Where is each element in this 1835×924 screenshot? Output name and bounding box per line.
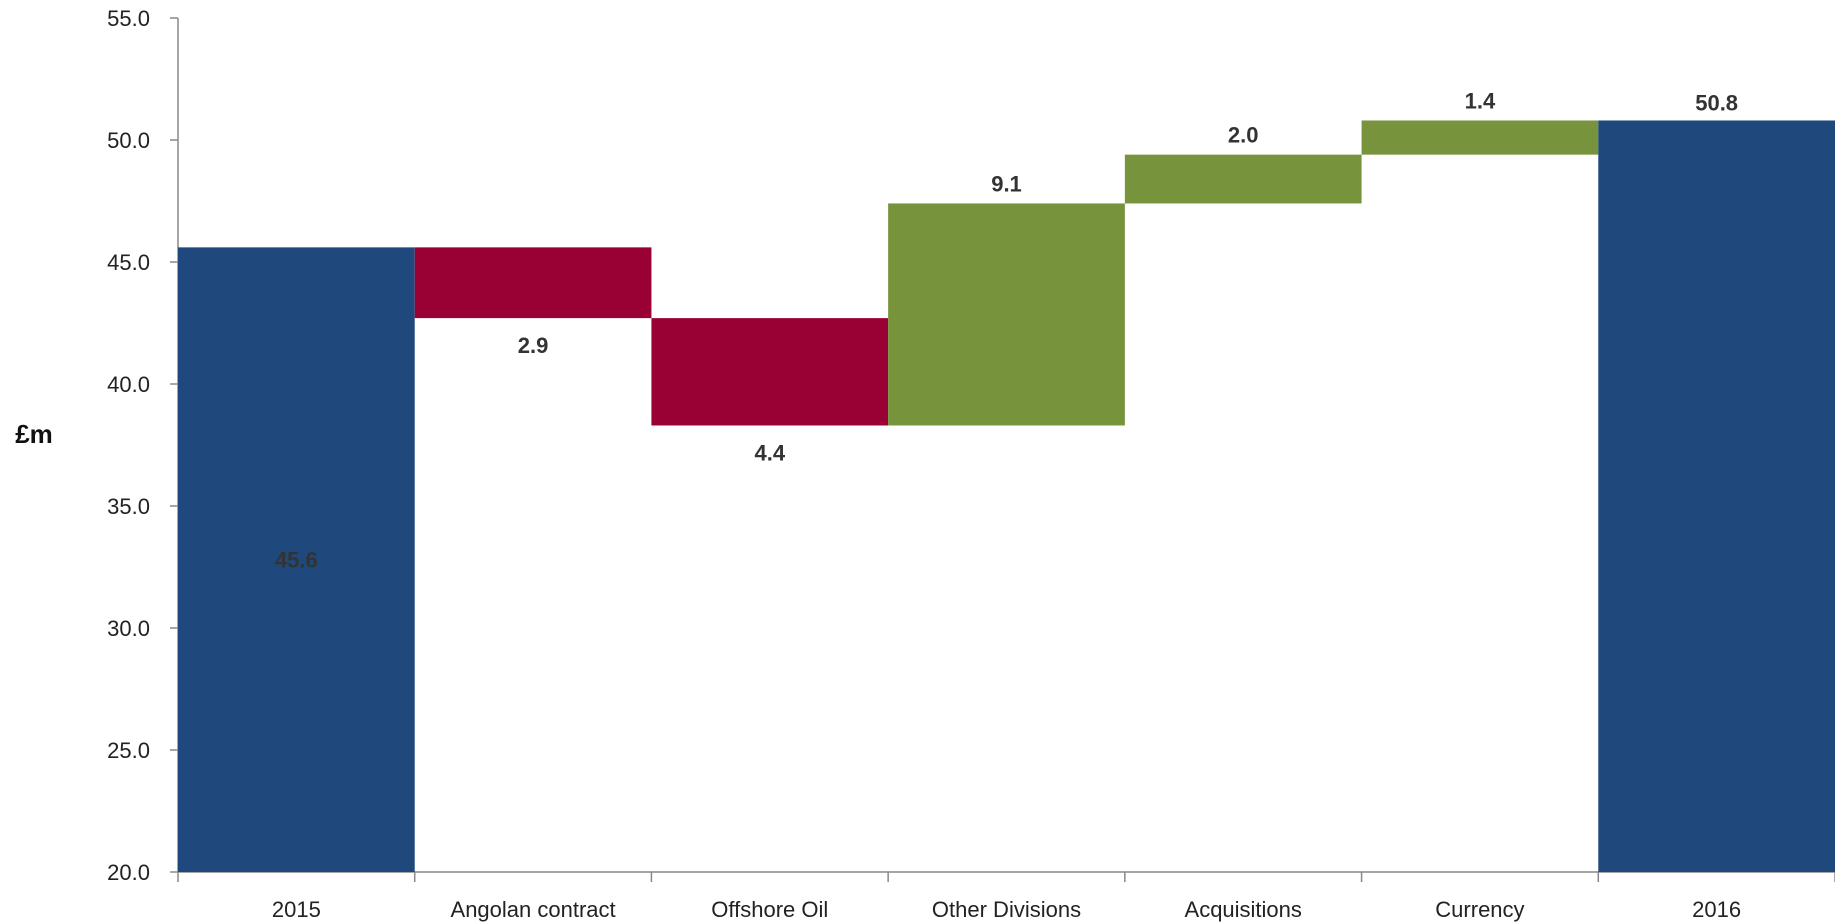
bar-total — [1598, 120, 1835, 873]
y-tick-label: 20.0 — [107, 860, 150, 885]
data-labels: 45.6 2.9 4.4 9.1 2.0 1.4 50.8 — [275, 88, 1738, 572]
y-axis-label: £m — [15, 419, 53, 449]
bars — [178, 120, 1835, 873]
bar-increase — [888, 203, 1125, 426]
y-tick-label: 25.0 — [107, 738, 150, 763]
data-label: 45.6 — [275, 548, 318, 573]
bar-total — [178, 247, 415, 873]
data-label: 4.4 — [754, 440, 785, 465]
data-label: 50.8 — [1695, 90, 1738, 115]
data-label: 1.4 — [1465, 88, 1496, 113]
bar-decrease — [414, 247, 652, 319]
y-tick-label: 30.0 — [107, 616, 150, 641]
x-category-label: 2016 — [1692, 897, 1741, 922]
y-tick-label: 50.0 — [107, 128, 150, 153]
x-category-label: 2015 — [272, 897, 321, 922]
x-category-label: Other Divisions — [932, 897, 1081, 922]
data-label: 2.0 — [1228, 123, 1259, 148]
bar-increase — [1124, 154, 1362, 204]
axes: 20.0 25.0 30.0 35.0 40.0 45.0 50.0 55.0 £m 2015 An… — [15, 6, 1835, 922]
y-tick-label: 35.0 — [107, 494, 150, 519]
x-category-label: Currency — [1435, 897, 1524, 922]
y-tick-label: 40.0 — [107, 372, 150, 397]
data-label: 2.9 — [518, 333, 549, 358]
x-category-label: Acquisitions — [1185, 897, 1302, 922]
y-tick-label: 55.0 — [107, 6, 150, 31]
bar-decrease — [651, 318, 889, 426]
x-category-label: Angolan contract — [451, 897, 616, 922]
data-label: 9.1 — [991, 171, 1022, 196]
x-category-label: Offshore Oil — [711, 897, 828, 922]
y-tick-label: 45.0 — [107, 250, 150, 275]
bar-increase — [1361, 120, 1599, 155]
